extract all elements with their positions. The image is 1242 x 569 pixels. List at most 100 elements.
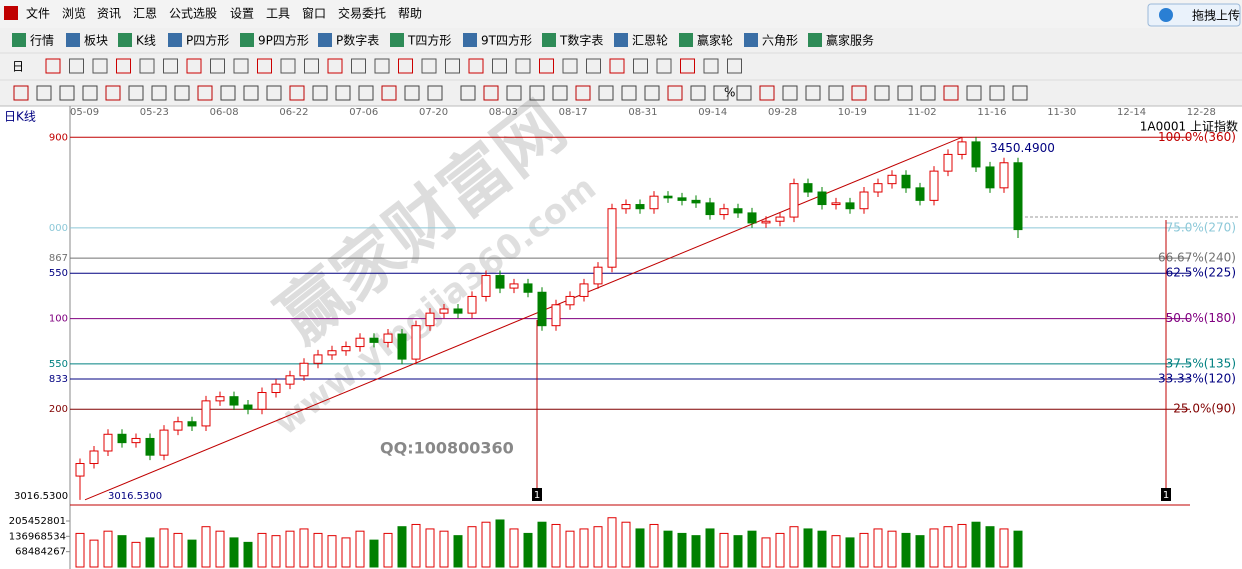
menu-item[interactable]: 公式选股	[169, 7, 217, 21]
tool-icon[interactable]	[197, 85, 213, 101]
tool-icon[interactable]	[404, 85, 420, 101]
tool-icon[interactable]	[828, 85, 844, 101]
tool-icon[interactable]	[327, 58, 343, 74]
tool-icon[interactable]	[851, 85, 867, 101]
tool-icon[interactable]	[690, 85, 706, 101]
tool-icon[interactable]	[621, 85, 637, 101]
menu-item[interactable]: 设置	[230, 7, 254, 21]
toolbar-button[interactable]: K线	[136, 34, 156, 48]
menu-item[interactable]: 资讯	[97, 7, 121, 21]
tool-icon[interactable]	[116, 58, 131, 74]
tool-icon[interactable]	[586, 58, 601, 74]
tool-icon[interactable]	[151, 85, 167, 101]
tool-icon[interactable]	[266, 85, 282, 101]
tool-icon[interactable]	[280, 58, 296, 74]
tool-icon[interactable]	[897, 85, 913, 101]
tool-icon[interactable]	[36, 85, 52, 101]
upload-button[interactable]	[1147, 3, 1241, 27]
tool-icon[interactable]	[427, 85, 443, 101]
tool-icon[interactable]	[381, 85, 397, 101]
tool-icon[interactable]	[562, 58, 578, 74]
tool-icon[interactable]	[374, 58, 390, 74]
toolbar-icon[interactable]	[542, 33, 556, 47]
tool-icon[interactable]	[680, 58, 695, 74]
toolbar-icon[interactable]	[679, 33, 693, 47]
tool-icon[interactable]	[609, 58, 625, 74]
tool-icon[interactable]	[351, 58, 366, 74]
tool-icon[interactable]	[515, 58, 531, 74]
tool-icon[interactable]	[163, 58, 178, 74]
tool-icon[interactable]	[713, 85, 729, 101]
upload-label[interactable]: 拖拽上传	[1192, 8, 1240, 23]
menu-item[interactable]: 文件	[26, 6, 50, 21]
tool-icon[interactable]	[966, 85, 982, 101]
tool-icon[interactable]	[667, 85, 683, 101]
tool-icon[interactable]	[727, 58, 742, 74]
toolbar-icon[interactable]	[463, 33, 477, 47]
tool-icon[interactable]	[506, 85, 522, 101]
menu-item[interactable]: 汇恩	[133, 7, 157, 21]
toolbar-icon[interactable]	[168, 33, 182, 47]
toolbar-icon[interactable]	[12, 33, 26, 47]
tool-icon[interactable]	[105, 85, 121, 101]
tool-icon[interactable]	[210, 58, 225, 74]
tool-icon[interactable]	[943, 85, 959, 101]
tool-icon[interactable]	[483, 85, 499, 101]
menu-item[interactable]: 帮助	[398, 7, 422, 21]
period-selector[interactable]: 日	[12, 60, 24, 74]
tool-icon[interactable]	[243, 85, 259, 101]
tool-icon[interactable]	[398, 58, 413, 74]
tool-icon[interactable]	[69, 58, 84, 74]
toolbar-icon[interactable]	[808, 33, 822, 47]
toolbar-button[interactable]: 赢家服务	[826, 33, 874, 48]
tool-icon[interactable]	[220, 85, 236, 101]
tool-icon[interactable]	[989, 85, 1005, 101]
tool-icon[interactable]	[644, 85, 660, 101]
tool-icon[interactable]	[358, 85, 374, 101]
tool-icon[interactable]	[1012, 85, 1028, 101]
toolbar-button[interactable]: 行情	[30, 34, 54, 48]
toolbar-icon[interactable]	[240, 33, 254, 47]
percent-tool[interactable]: %	[724, 86, 735, 100]
tool-icon[interactable]	[335, 85, 351, 101]
tool-icon[interactable]	[421, 58, 437, 74]
toolbar-button[interactable]: 六角形	[762, 34, 798, 48]
tool-icon[interactable]	[45, 58, 61, 74]
menu-item[interactable]: 浏览	[62, 6, 86, 21]
tool-icon[interactable]	[468, 58, 484, 74]
toolbar-button[interactable]: 9T四方形	[481, 33, 532, 48]
toolbar-icon[interactable]	[118, 33, 132, 47]
toolbar-icon[interactable]	[744, 33, 758, 47]
tool-icon[interactable]	[575, 85, 591, 101]
tool-icon[interactable]	[598, 85, 614, 101]
toolbar-button[interactable]: T数字表	[559, 33, 603, 48]
tool-icon[interactable]	[92, 58, 108, 74]
tool-icon[interactable]	[656, 58, 672, 74]
toolbar-button[interactable]: 板块	[84, 34, 108, 48]
tool-icon[interactable]	[257, 58, 272, 74]
menu-item[interactable]: 交易委托	[338, 6, 386, 21]
toolbar-button[interactable]: 9P四方形	[258, 33, 309, 48]
toolbar-button[interactable]: 汇恩轮	[632, 34, 668, 48]
tool-icon[interactable]	[633, 58, 648, 74]
tool-icon[interactable]	[82, 85, 98, 101]
tool-icon[interactable]	[128, 85, 144, 101]
tool-icon[interactable]	[445, 58, 460, 74]
menu-item[interactable]: 工具	[266, 7, 290, 21]
tool-icon[interactable]	[703, 58, 719, 74]
tool-icon[interactable]	[874, 85, 890, 101]
tool-icon[interactable]	[233, 58, 249, 74]
tool-icon[interactable]	[59, 85, 75, 101]
toolbar-icon[interactable]	[390, 33, 404, 47]
tool-icon[interactable]	[782, 85, 798, 101]
tool-icon[interactable]	[174, 85, 190, 101]
tool-icon[interactable]	[13, 85, 29, 101]
tool-icon[interactable]	[920, 85, 936, 101]
tool-icon[interactable]	[805, 85, 821, 101]
tool-icon[interactable]	[539, 58, 554, 74]
tool-icon[interactable]	[289, 85, 305, 101]
tool-icon[interactable]	[304, 58, 319, 74]
toolbar-button[interactable]: 赢家轮	[697, 33, 733, 48]
tool-icon[interactable]	[312, 85, 328, 101]
toolbar-button[interactable]: T四方形	[407, 33, 451, 48]
